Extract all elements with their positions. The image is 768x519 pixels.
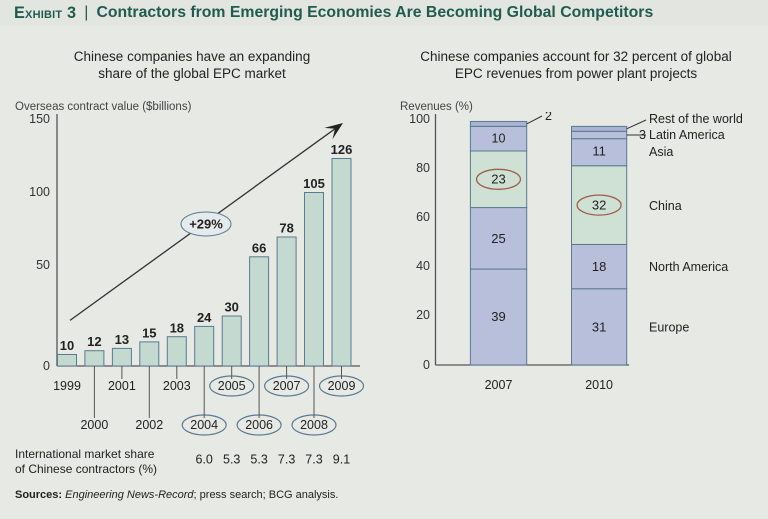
svg-text:Asia: Asia bbox=[649, 145, 673, 159]
svg-text:2: 2 bbox=[545, 112, 552, 123]
svg-text:2002: 2002 bbox=[135, 418, 163, 432]
svg-text:0: 0 bbox=[43, 359, 50, 373]
svg-text:126: 126 bbox=[331, 142, 353, 157]
svg-text:Europe: Europe bbox=[649, 321, 689, 335]
svg-text:80: 80 bbox=[416, 161, 430, 175]
svg-text:2006: 2006 bbox=[245, 418, 273, 432]
svg-text:2007: 2007 bbox=[485, 378, 513, 392]
svg-text:66: 66 bbox=[252, 240, 266, 255]
svg-text:78: 78 bbox=[279, 221, 293, 236]
svg-text:+29%: +29% bbox=[189, 217, 223, 232]
svg-text:32: 32 bbox=[592, 198, 606, 213]
svg-text:25: 25 bbox=[491, 231, 505, 246]
svg-text:2007: 2007 bbox=[273, 379, 301, 393]
svg-text:13: 13 bbox=[115, 332, 129, 347]
svg-text:5.3: 5.3 bbox=[223, 453, 240, 467]
svg-text:7.3: 7.3 bbox=[278, 453, 295, 467]
svg-text:2003: 2003 bbox=[163, 379, 191, 393]
svg-text:105: 105 bbox=[303, 176, 325, 191]
svg-text:10: 10 bbox=[492, 132, 506, 146]
svg-text:Rest of the world: Rest of the world bbox=[649, 112, 743, 126]
svg-text:2010: 2010 bbox=[585, 378, 613, 392]
svg-text:of Chinese contractors (%): of Chinese contractors (%) bbox=[15, 462, 157, 476]
svg-text:30: 30 bbox=[224, 300, 238, 315]
svg-text:20: 20 bbox=[416, 308, 430, 322]
svg-text:7.3: 7.3 bbox=[305, 453, 322, 467]
svg-text:0: 0 bbox=[423, 358, 430, 372]
svg-text:24: 24 bbox=[197, 310, 212, 325]
svg-text:10: 10 bbox=[60, 338, 74, 353]
svg-text:100: 100 bbox=[29, 185, 50, 199]
svg-text:18: 18 bbox=[170, 320, 184, 335]
svg-text:6.0: 6.0 bbox=[196, 453, 213, 467]
svg-text:50: 50 bbox=[36, 258, 50, 272]
svg-text:9.1: 9.1 bbox=[333, 453, 350, 467]
svg-text:International market share: International market share bbox=[15, 447, 155, 461]
svg-text:150: 150 bbox=[29, 112, 50, 126]
svg-text:3: 3 bbox=[639, 128, 646, 142]
svg-text:2001: 2001 bbox=[108, 379, 136, 393]
svg-text:100: 100 bbox=[409, 112, 430, 126]
svg-text:39: 39 bbox=[491, 309, 505, 324]
svg-text:2009: 2009 bbox=[328, 379, 356, 393]
svg-text:North America: North America bbox=[649, 260, 728, 274]
svg-text:1999: 1999 bbox=[53, 379, 81, 393]
svg-text:Latin America: Latin America bbox=[649, 128, 725, 142]
svg-text:40: 40 bbox=[416, 259, 430, 273]
svg-text:2000: 2000 bbox=[80, 418, 108, 432]
svg-text:2004: 2004 bbox=[190, 418, 218, 432]
svg-text:China: China bbox=[649, 199, 682, 213]
svg-text:5.3: 5.3 bbox=[250, 453, 267, 467]
svg-text:60: 60 bbox=[416, 210, 430, 224]
svg-text:11: 11 bbox=[592, 144, 606, 159]
svg-text:2008: 2008 bbox=[300, 418, 328, 432]
svg-text:23: 23 bbox=[491, 172, 505, 187]
svg-text:15: 15 bbox=[142, 326, 156, 341]
svg-text:12: 12 bbox=[87, 334, 101, 349]
svg-text:2005: 2005 bbox=[218, 379, 246, 393]
svg-text:31: 31 bbox=[592, 319, 606, 334]
svg-text:18: 18 bbox=[592, 259, 606, 274]
